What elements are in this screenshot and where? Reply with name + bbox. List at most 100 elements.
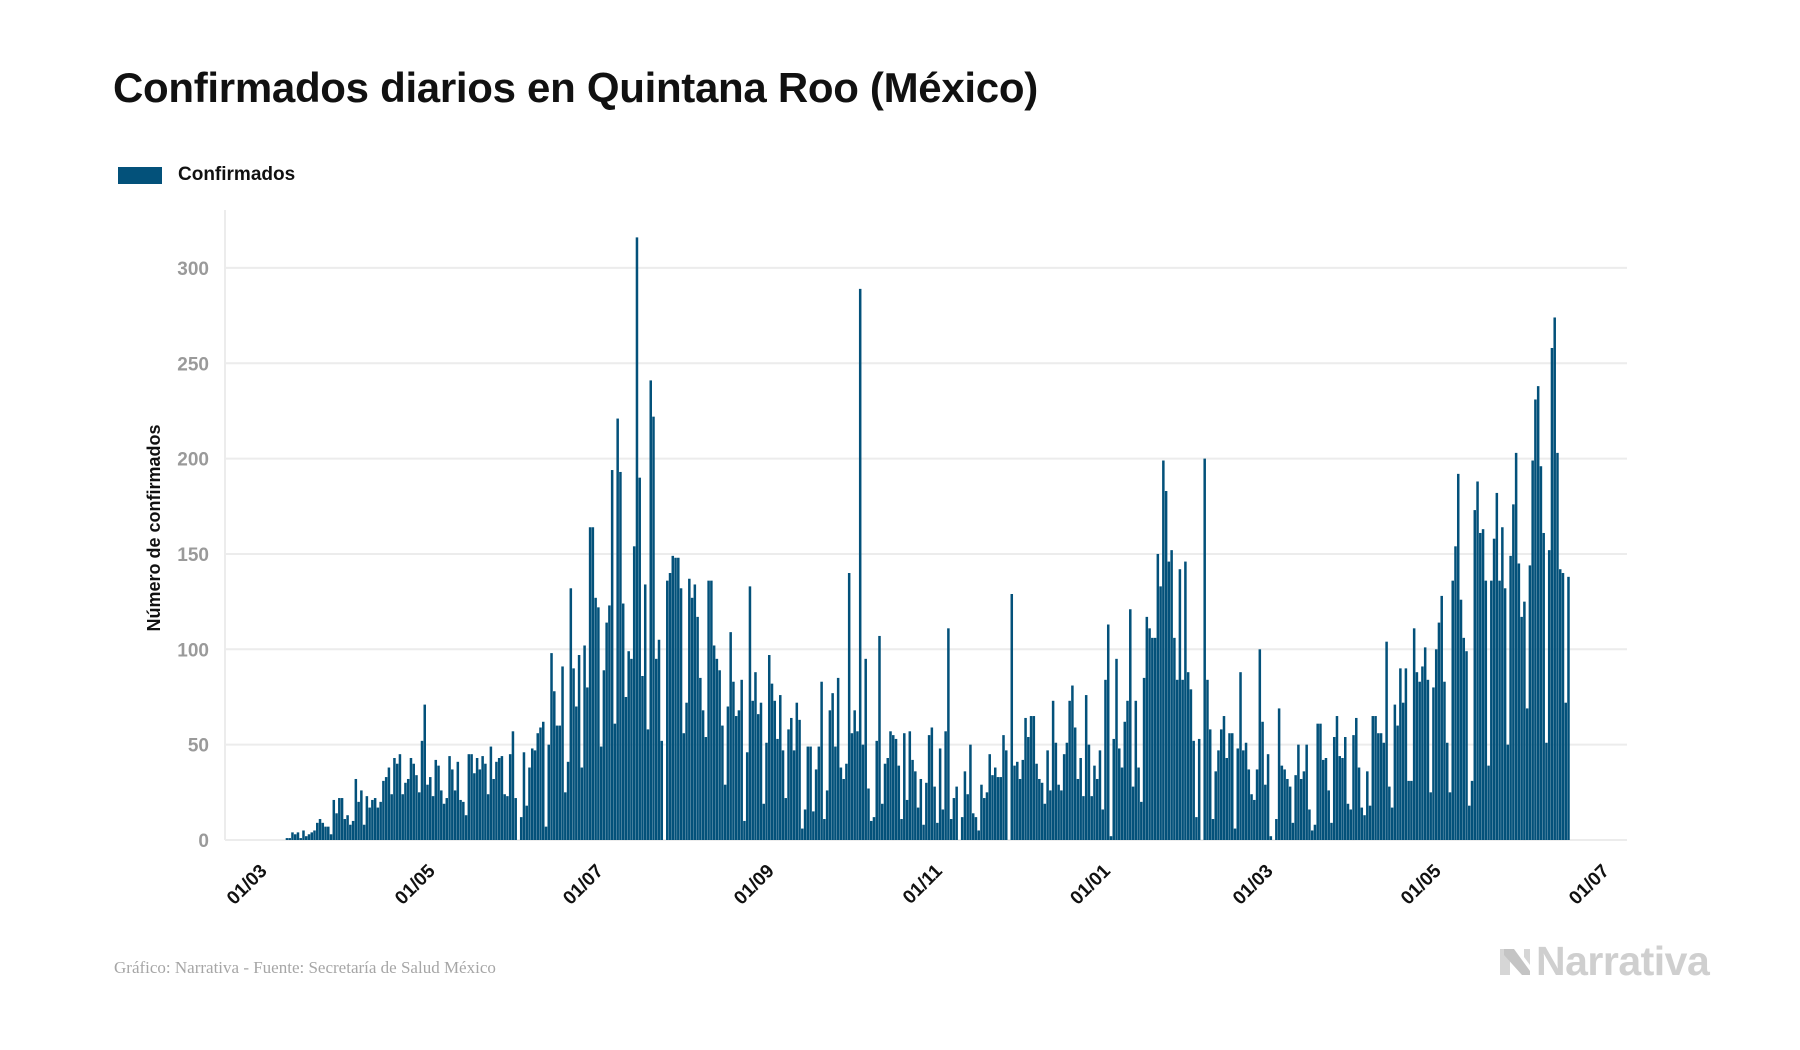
y-tick-label: 300 bbox=[177, 259, 209, 280]
bar bbox=[781, 750, 785, 840]
bar bbox=[930, 727, 934, 840]
bar bbox=[666, 580, 669, 840]
bar bbox=[1440, 595, 1443, 840]
bar bbox=[1261, 721, 1264, 840]
bar bbox=[1016, 761, 1019, 840]
bar bbox=[762, 803, 765, 840]
bar bbox=[332, 799, 336, 840]
bar bbox=[996, 777, 1000, 840]
bar bbox=[1079, 758, 1082, 840]
bar bbox=[1148, 628, 1151, 840]
bar bbox=[1029, 716, 1033, 840]
bar bbox=[894, 738, 898, 840]
bar bbox=[1123, 721, 1127, 840]
bar bbox=[1302, 771, 1306, 840]
bar bbox=[1550, 347, 1554, 840]
bar bbox=[850, 733, 854, 840]
bar bbox=[467, 754, 471, 840]
bar bbox=[464, 815, 468, 840]
bar bbox=[1195, 817, 1198, 840]
bar bbox=[1379, 733, 1383, 840]
bar bbox=[291, 832, 294, 840]
bar bbox=[734, 716, 738, 840]
bar bbox=[1299, 778, 1303, 840]
bar bbox=[1115, 658, 1118, 840]
bar bbox=[335, 813, 338, 840]
bar bbox=[869, 820, 873, 840]
bar bbox=[798, 719, 801, 840]
bar bbox=[316, 822, 319, 840]
bar bbox=[1470, 780, 1474, 840]
bar bbox=[949, 819, 953, 840]
bar bbox=[792, 750, 796, 840]
bar bbox=[853, 710, 856, 840]
bar bbox=[1390, 807, 1394, 840]
bar bbox=[1266, 754, 1270, 840]
bar bbox=[608, 605, 611, 840]
bar bbox=[1060, 790, 1063, 840]
bar bbox=[1454, 546, 1457, 840]
bar bbox=[773, 700, 777, 840]
bar bbox=[594, 597, 597, 840]
bar bbox=[1239, 672, 1242, 840]
bar bbox=[561, 666, 564, 840]
bar bbox=[1396, 725, 1399, 840]
bar bbox=[566, 761, 570, 840]
bar bbox=[553, 691, 556, 840]
bar bbox=[1131, 786, 1135, 840]
bar bbox=[988, 754, 991, 840]
bar bbox=[442, 803, 446, 840]
bar bbox=[1264, 784, 1267, 840]
bar bbox=[1093, 765, 1096, 840]
bar bbox=[288, 838, 291, 840]
bar bbox=[489, 746, 493, 840]
bar bbox=[1231, 733, 1234, 840]
bar bbox=[340, 798, 344, 840]
bar bbox=[420, 740, 424, 840]
bar bbox=[690, 597, 694, 840]
bar bbox=[1291, 822, 1295, 840]
bar bbox=[1288, 786, 1292, 840]
bar bbox=[1137, 767, 1140, 840]
bar bbox=[823, 819, 826, 840]
bar bbox=[1324, 758, 1328, 840]
bar bbox=[1228, 733, 1231, 840]
bar bbox=[1479, 532, 1482, 840]
x-tick-label: 01/03 bbox=[1229, 861, 1277, 909]
bar bbox=[1253, 799, 1256, 840]
bar bbox=[525, 805, 528, 840]
bar bbox=[575, 706, 578, 840]
bar bbox=[434, 759, 438, 840]
x-tick-label: 01/09 bbox=[730, 861, 778, 909]
y-tick-label: 200 bbox=[177, 450, 209, 471]
narrativa-logo-icon bbox=[1500, 948, 1530, 975]
bar bbox=[726, 706, 730, 840]
bar bbox=[1184, 561, 1187, 840]
bar bbox=[1145, 616, 1149, 840]
bar bbox=[285, 838, 289, 840]
bar bbox=[1520, 616, 1523, 840]
bar bbox=[1437, 622, 1441, 840]
bar bbox=[605, 622, 608, 840]
bar bbox=[751, 700, 754, 840]
legend-label: Confirmados bbox=[178, 164, 296, 185]
bar bbox=[966, 794, 969, 840]
bar bbox=[632, 546, 636, 840]
bar bbox=[426, 784, 429, 840]
bar bbox=[519, 817, 523, 840]
bar bbox=[390, 794, 393, 840]
bar bbox=[1087, 744, 1091, 840]
bar bbox=[1151, 637, 1154, 840]
bar bbox=[1040, 782, 1044, 840]
bar bbox=[379, 801, 382, 840]
bar bbox=[1357, 767, 1361, 840]
bar bbox=[630, 658, 633, 840]
bar bbox=[911, 759, 914, 840]
bar bbox=[880, 803, 884, 840]
bar bbox=[1319, 723, 1322, 840]
bar bbox=[847, 573, 851, 840]
bar bbox=[343, 819, 347, 840]
bar bbox=[445, 798, 449, 840]
bar bbox=[610, 470, 614, 840]
bar bbox=[795, 702, 799, 840]
